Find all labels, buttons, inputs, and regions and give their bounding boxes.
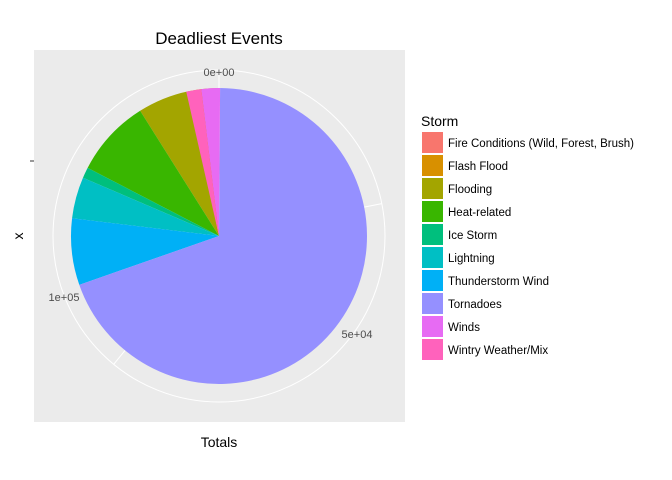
legend-swatch-10 — [422, 339, 443, 360]
legend-label-6: Lightning — [448, 253, 495, 265]
legend-swatch-5 — [422, 224, 443, 245]
legend-swatch-2 — [422, 155, 443, 176]
legend-swatch-3 — [422, 178, 443, 199]
radial-tick-label-1: 5e+04 — [342, 329, 373, 341]
pie-slice-10 — [186, 89, 219, 236]
pie-slice-6 — [72, 177, 219, 236]
pie-slice-9 — [201, 87, 221, 236]
slice-layer — [71, 87, 368, 384]
x-axis-title: Totals — [201, 434, 238, 450]
legend-label-7: Thunderstorm Wind — [448, 276, 549, 288]
legend-swatch-1 — [422, 132, 443, 153]
tick-layer: 0e+00 5e+04 1e+05 — [49, 67, 373, 341]
legend-label-1: Fire Conditions (Wild, Forest, Brush) — [448, 138, 634, 150]
legend-swatch-4 — [422, 201, 443, 222]
legend-swatch-6 — [422, 247, 443, 268]
legend-label-8: Tornadoes — [448, 299, 502, 311]
legend-label-5: Ice Storm — [448, 230, 497, 242]
pie-slice-4 — [87, 110, 219, 236]
legend-label-2: Flash Flood — [448, 161, 508, 173]
pie-slice-3 — [140, 91, 219, 237]
radial-tick-label-0: 0e+00 — [204, 67, 235, 79]
legend: Storm Fire Conditions (Wild, Forest, Bru… — [421, 113, 634, 360]
legend-label-10: Wintry Weather/Mix — [448, 345, 548, 357]
legend-swatch-9 — [422, 316, 443, 337]
legend-label-3: Flooding — [448, 184, 492, 196]
chart-title: Deadliest Events — [155, 29, 283, 48]
pie-slice-5 — [82, 167, 219, 236]
legend-label-4: Heat-related — [448, 207, 511, 219]
pie-slice-8 — [79, 88, 368, 384]
radial-tick-label-2: 1e+05 — [49, 292, 80, 304]
pie-slice-7 — [71, 218, 219, 285]
legend-label-9: Winds — [448, 322, 480, 334]
y-axis-title: x — [10, 233, 26, 240]
legend-title: Storm — [421, 113, 458, 129]
legend-swatch-8 — [422, 293, 443, 314]
legend-swatch-7 — [422, 270, 443, 291]
